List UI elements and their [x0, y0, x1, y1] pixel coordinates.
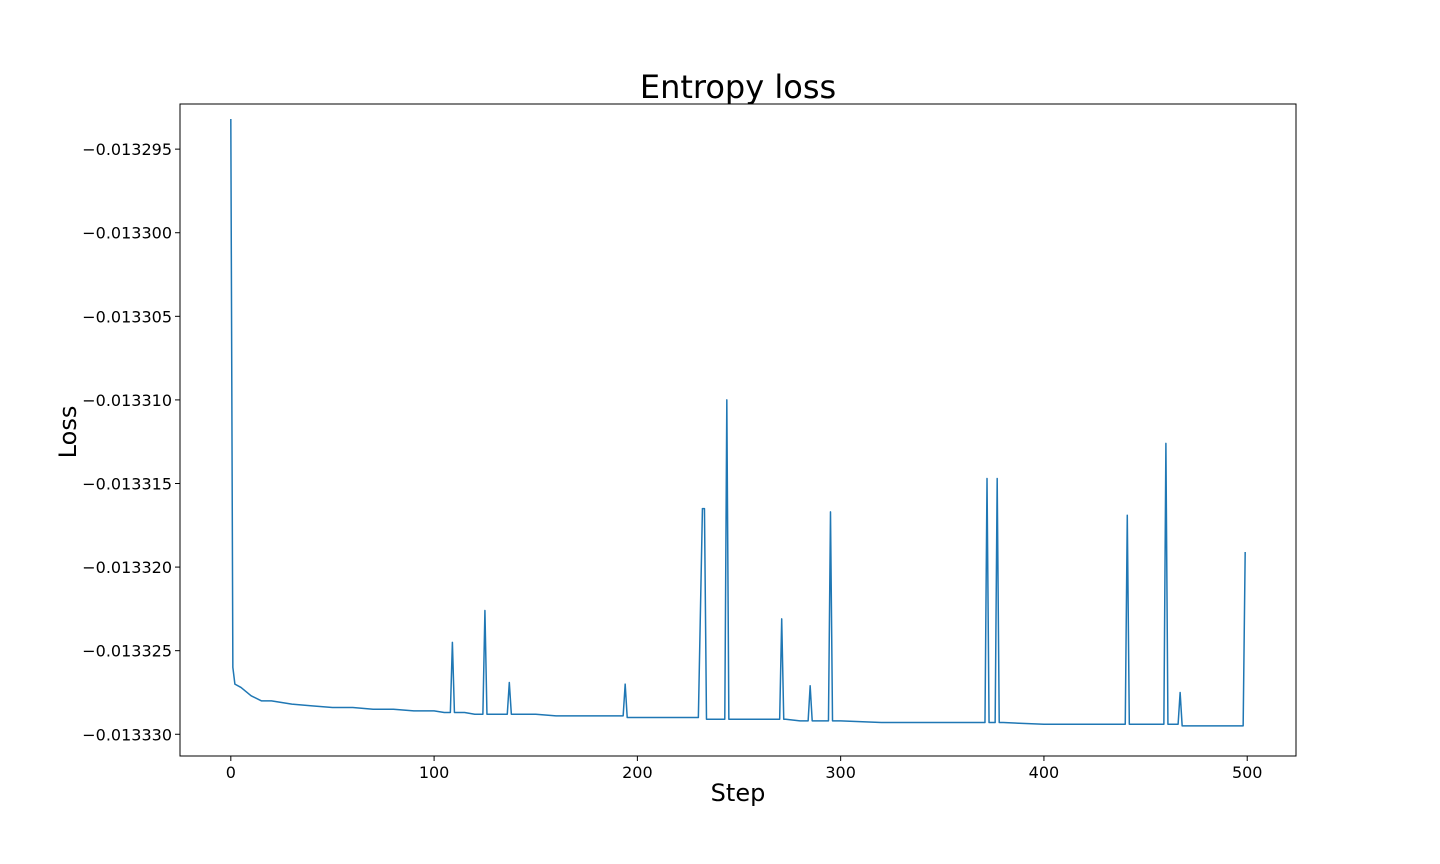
- y-tick-label: −0.013315: [82, 474, 172, 493]
- plot-frame: [179, 103, 1297, 757]
- x-tick-label: 300: [825, 763, 856, 782]
- y-axis: −0.013295 −0.013300 −0.013305 −0.013310 −0.0…: [82, 140, 180, 744]
- x-tick-label: 200: [622, 763, 653, 782]
- x-tick-label: 400: [1029, 763, 1060, 782]
- y-tick-label: −0.013300: [82, 224, 172, 243]
- y-tick-label: −0.013305: [82, 307, 172, 326]
- y-tick-label: −0.013295: [82, 140, 172, 159]
- x-axis-label: Step: [711, 779, 766, 807]
- x-axis: 0 100 200 300 400 500: [226, 756, 1263, 782]
- y-axis-label: Loss: [54, 406, 82, 459]
- y-tick-label: −0.013320: [82, 558, 172, 577]
- x-tick-label: 500: [1232, 763, 1263, 782]
- y-tick-label: −0.013330: [82, 725, 172, 744]
- x-tick-label: 100: [419, 763, 450, 782]
- chart-title: Entropy loss: [640, 68, 836, 106]
- series-line-0: [230, 119, 1246, 727]
- y-tick-label: −0.013325: [82, 642, 172, 661]
- y-tick-label: −0.013310: [82, 391, 172, 410]
- x-tick-label: 0: [226, 763, 236, 782]
- plot-area: [230, 119, 1246, 727]
